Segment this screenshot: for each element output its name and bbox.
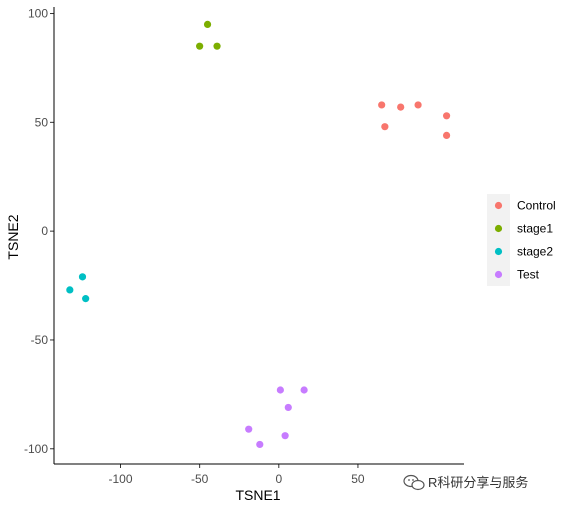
legend-key-stage2 (494, 247, 503, 256)
data-point-stage1 (196, 42, 204, 50)
data-point-control (381, 123, 389, 131)
y-axis-ticks: -100 -50 0 50 100 (24, 7, 54, 456)
legend-label-test: Test (517, 268, 540, 282)
data-point-control (414, 101, 422, 109)
data-point-stage1 (203, 20, 212, 29)
watermark: R科研分享与服务 (403, 474, 528, 491)
data-point-control (442, 131, 451, 139)
legend-key-background (487, 194, 510, 286)
y-tick-label: 0 (41, 224, 48, 238)
legend-key-control (494, 201, 503, 210)
data-point-test (284, 403, 292, 412)
data-point-test (256, 440, 264, 449)
x-tick-label: -100 (108, 472, 132, 486)
watermark-text: R科研分享与服务 (428, 475, 528, 490)
y-tick-label: 100 (28, 7, 48, 21)
y-tick-label: -100 (24, 442, 48, 456)
legend-label-stage2: stage2 (517, 245, 553, 259)
data-point-stage2 (78, 273, 87, 281)
data-points (66, 20, 451, 449)
x-tick-label: 0 (275, 472, 282, 486)
data-point-stage2 (66, 286, 74, 294)
data-point-test (276, 386, 284, 394)
y-tick-label: 50 (35, 115, 49, 129)
y-axis-title: TSNE2 (5, 214, 21, 259)
data-point-control (397, 103, 405, 111)
x-tick-label: 50 (351, 472, 365, 486)
wechat-logo-icon (403, 474, 425, 491)
data-point-test (245, 425, 253, 433)
data-point-stage1 (213, 42, 221, 50)
data-point-control (378, 101, 386, 109)
data-point-control (442, 112, 451, 120)
x-axis-title: TSNE1 (235, 487, 280, 503)
y-tick-label: -50 (31, 333, 49, 347)
data-point-test (300, 386, 308, 394)
legend: Control stage1 stage2 Test (487, 194, 556, 286)
legend-key-test (494, 270, 503, 279)
legend-label-control: Control (517, 199, 556, 213)
x-axis-ticks: -100 -50 0 50 (108, 464, 365, 486)
data-point-stage2 (82, 295, 90, 303)
data-point-test (281, 432, 289, 440)
x-tick-label: -50 (191, 472, 209, 486)
legend-label-stage1: stage1 (517, 222, 553, 236)
legend-key-stage1 (494, 224, 503, 233)
